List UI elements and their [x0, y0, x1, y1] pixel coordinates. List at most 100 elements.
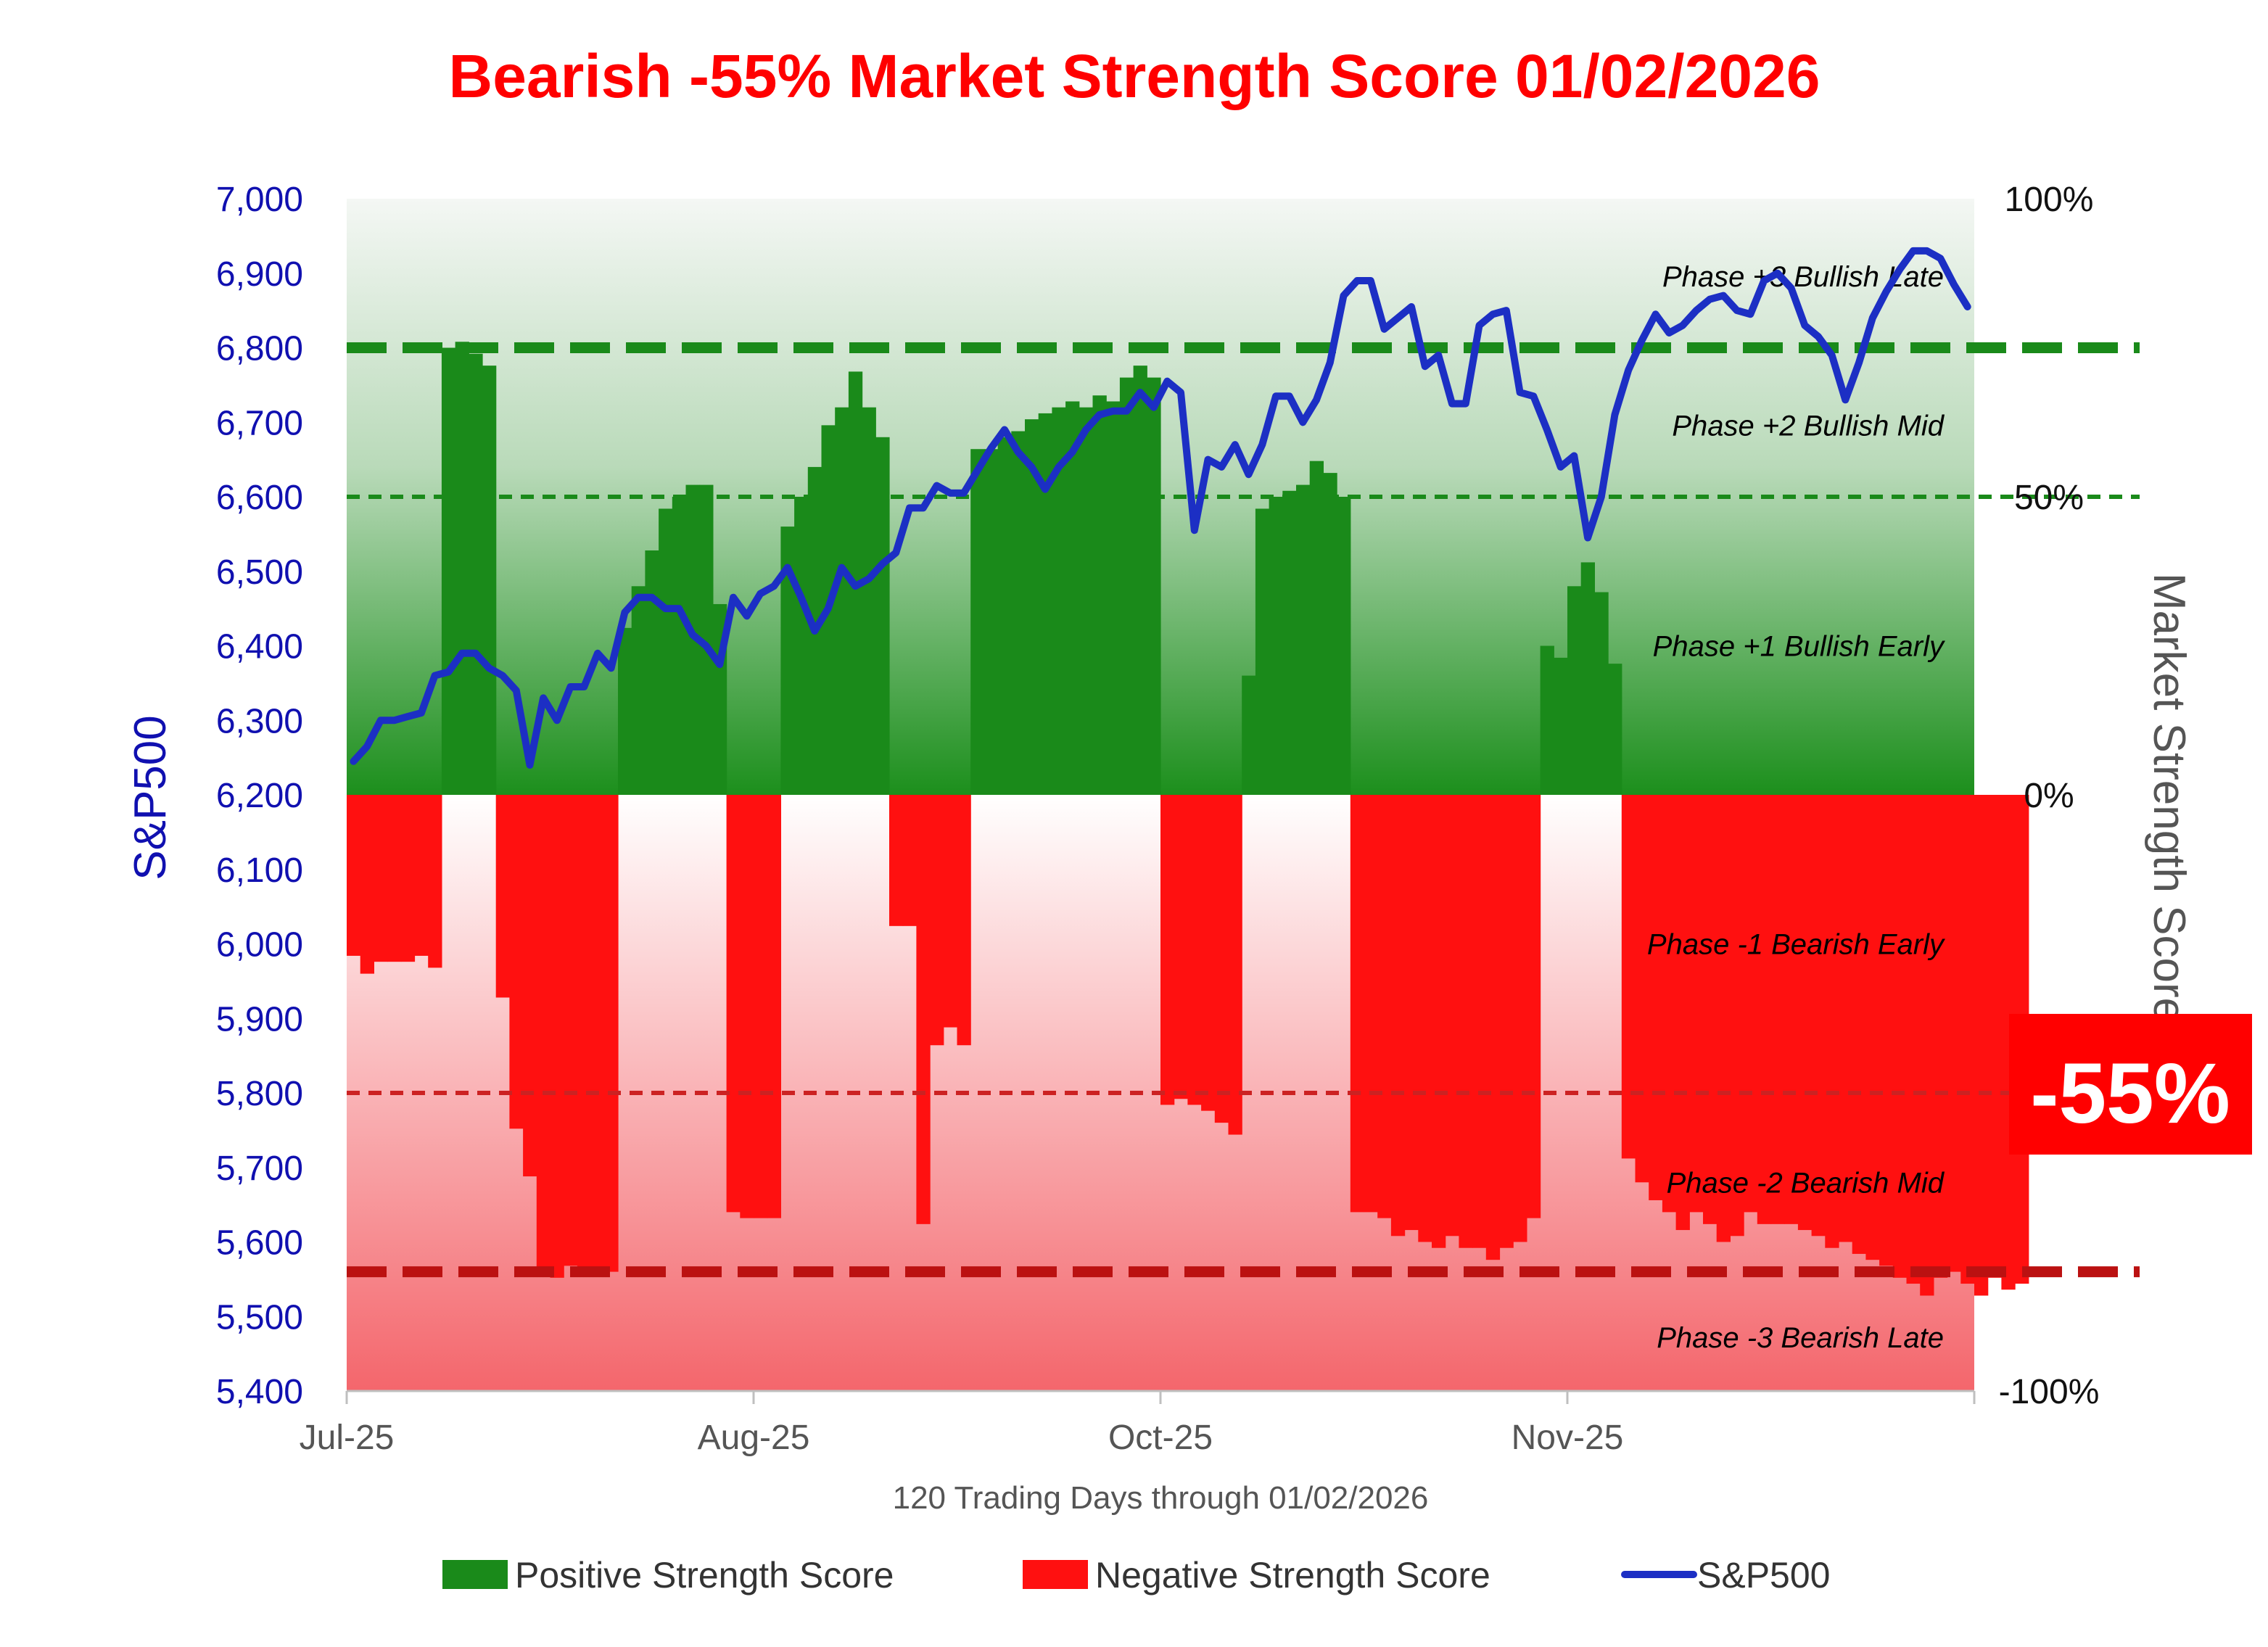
negative-strength-bar [1350, 795, 1365, 1213]
negative-strength-bar [550, 795, 564, 1278]
x-tick-label: Nov-25 [1512, 1419, 1624, 1457]
positive-strength-bar [984, 449, 999, 795]
positive-strength-bar [685, 484, 700, 795]
right-axis-label: Market Strength Score [2144, 573, 2194, 1023]
positive-strength-bar [1323, 473, 1337, 795]
negative-strength-bar [1974, 795, 1989, 1296]
positive-strength-bar [1092, 395, 1107, 795]
current-score-text: -55% [2030, 1046, 2230, 1142]
negative-strength-bar [400, 795, 416, 962]
positive-strength-bar [1337, 497, 1351, 795]
positive-strength-bar [1119, 377, 1134, 795]
positive-strength-bar [1282, 490, 1297, 795]
left-tick-label: 5,400 [216, 1373, 303, 1411]
positive-strength-bar [441, 347, 456, 795]
negative-strength-bar [1160, 795, 1175, 1105]
phase-label: Phase -3 Bearish Late [1657, 1322, 1944, 1354]
negative-strength-bar [387, 795, 402, 962]
negative-strength-bar [1947, 795, 1961, 1272]
negative-strength-bar [916, 795, 931, 1224]
negative-strength-bar [414, 795, 429, 956]
positive-strength-bar [1079, 407, 1094, 795]
negative-strength-bar [604, 795, 619, 1272]
negative-strength-bar [754, 795, 768, 1218]
left-tick-label: 6,300 [216, 702, 303, 740]
negative-strength-bar [495, 795, 510, 998]
negative-strength-bar [1472, 795, 1487, 1248]
left-tick-label: 6,400 [216, 628, 303, 666]
positive-strength-bar [672, 497, 687, 795]
negative-strength-bar [1689, 795, 1704, 1213]
positive-strength-bar [1011, 431, 1026, 795]
negative-strength-bar [1920, 795, 1934, 1296]
negative-strength-bar [1635, 795, 1649, 1183]
legend-label-negative: Negative Strength Score [1095, 1555, 1490, 1596]
negative-strength-bar [726, 795, 741, 1213]
negative-strength-bar [1960, 795, 1975, 1284]
negative-strength-bar [889, 795, 904, 926]
positive-strength-bar [469, 353, 483, 796]
positive-strength-bar [1065, 401, 1080, 795]
left-tick-label: 5,800 [216, 1075, 303, 1113]
legend-swatch-negative [1023, 1560, 1088, 1589]
positive-strength-bar [659, 508, 673, 795]
left-tick-label: 6,700 [216, 404, 303, 442]
negative-strength-bar [1662, 795, 1677, 1213]
negative-strength-bar [564, 795, 578, 1266]
negative-strength-bar [1445, 795, 1459, 1237]
right-tick-label: -100% [1999, 1373, 2100, 1411]
negative-strength-bar [577, 795, 592, 1272]
negative-strength-bar [360, 795, 374, 974]
legend-label-sp500: S&P500 [1697, 1555, 1830, 1596]
positive-strength-bar [1594, 592, 1609, 795]
negative-strength-bar [1649, 795, 1663, 1200]
strength-bars [347, 342, 2029, 1296]
right-tick-label: 0% [2024, 777, 2074, 815]
negative-strength-bar [347, 795, 361, 956]
x-tick-label: Jul-25 [300, 1419, 395, 1457]
negative-strength-bar [374, 795, 388, 962]
negative-strength-bar [767, 795, 781, 1218]
negative-strength-bar [1390, 795, 1406, 1237]
negative-strength-bar [1892, 795, 1908, 1278]
negative-strength-bar [1201, 795, 1216, 1111]
negative-strength-bar [1797, 795, 1813, 1231]
negative-strength-bar [1499, 795, 1514, 1248]
x-tick-label: Oct-25 [1108, 1419, 1213, 1457]
negative-strength-bar [1757, 795, 1772, 1224]
positive-strength-bar [1106, 401, 1121, 795]
legend-label-positive: Positive Strength Score [515, 1555, 894, 1596]
negative-strength-bar [590, 795, 605, 1272]
legend-swatch-positive [442, 1560, 508, 1589]
negative-strength-bar [1621, 795, 1636, 1159]
left-tick-label: 6,000 [216, 926, 303, 965]
negative-strength-bar [1404, 795, 1419, 1231]
x-axis-ticks: Jul-25 Aug-25 Oct-25 Nov-25 [300, 1391, 1976, 1457]
negative-strength-bar [1432, 795, 1446, 1248]
negative-strength-bar [957, 795, 971, 1046]
negative-strength-bar [1716, 795, 1731, 1242]
left-tick-label: 5,700 [216, 1149, 303, 1188]
left-axis-ticks: 5,400 5,500 5,600 5,700 5,800 5,900 6,000 6,100… [216, 181, 303, 1411]
left-tick-label: 6,600 [216, 479, 303, 517]
negative-strength-bar [1730, 795, 1744, 1237]
sp500-line-group [350, 247, 1971, 769]
phase-label: Phase +1 Bullish Early [1653, 631, 1946, 663]
positive-strength-bar [1147, 377, 1161, 795]
negative-strength-bar [1906, 795, 1921, 1284]
positive-strength-bar [970, 449, 985, 795]
negative-strength-bar [1811, 795, 1826, 1237]
negative-strength-bar [523, 795, 537, 1177]
right-tick-label: 50% [2014, 479, 2084, 517]
negative-strength-bar [740, 795, 754, 1218]
negative-strength-bar [1485, 795, 1501, 1260]
negative-strength-bar [509, 795, 524, 1129]
left-axis-label: S&P500 [125, 715, 176, 880]
left-tick-label: 5,500 [216, 1298, 303, 1337]
phase-lines [347, 342, 2140, 1278]
positive-strength-bar [1242, 675, 1256, 795]
negative-strength-bar [1174, 795, 1188, 1099]
x-tick-label: Aug-25 [698, 1419, 810, 1457]
